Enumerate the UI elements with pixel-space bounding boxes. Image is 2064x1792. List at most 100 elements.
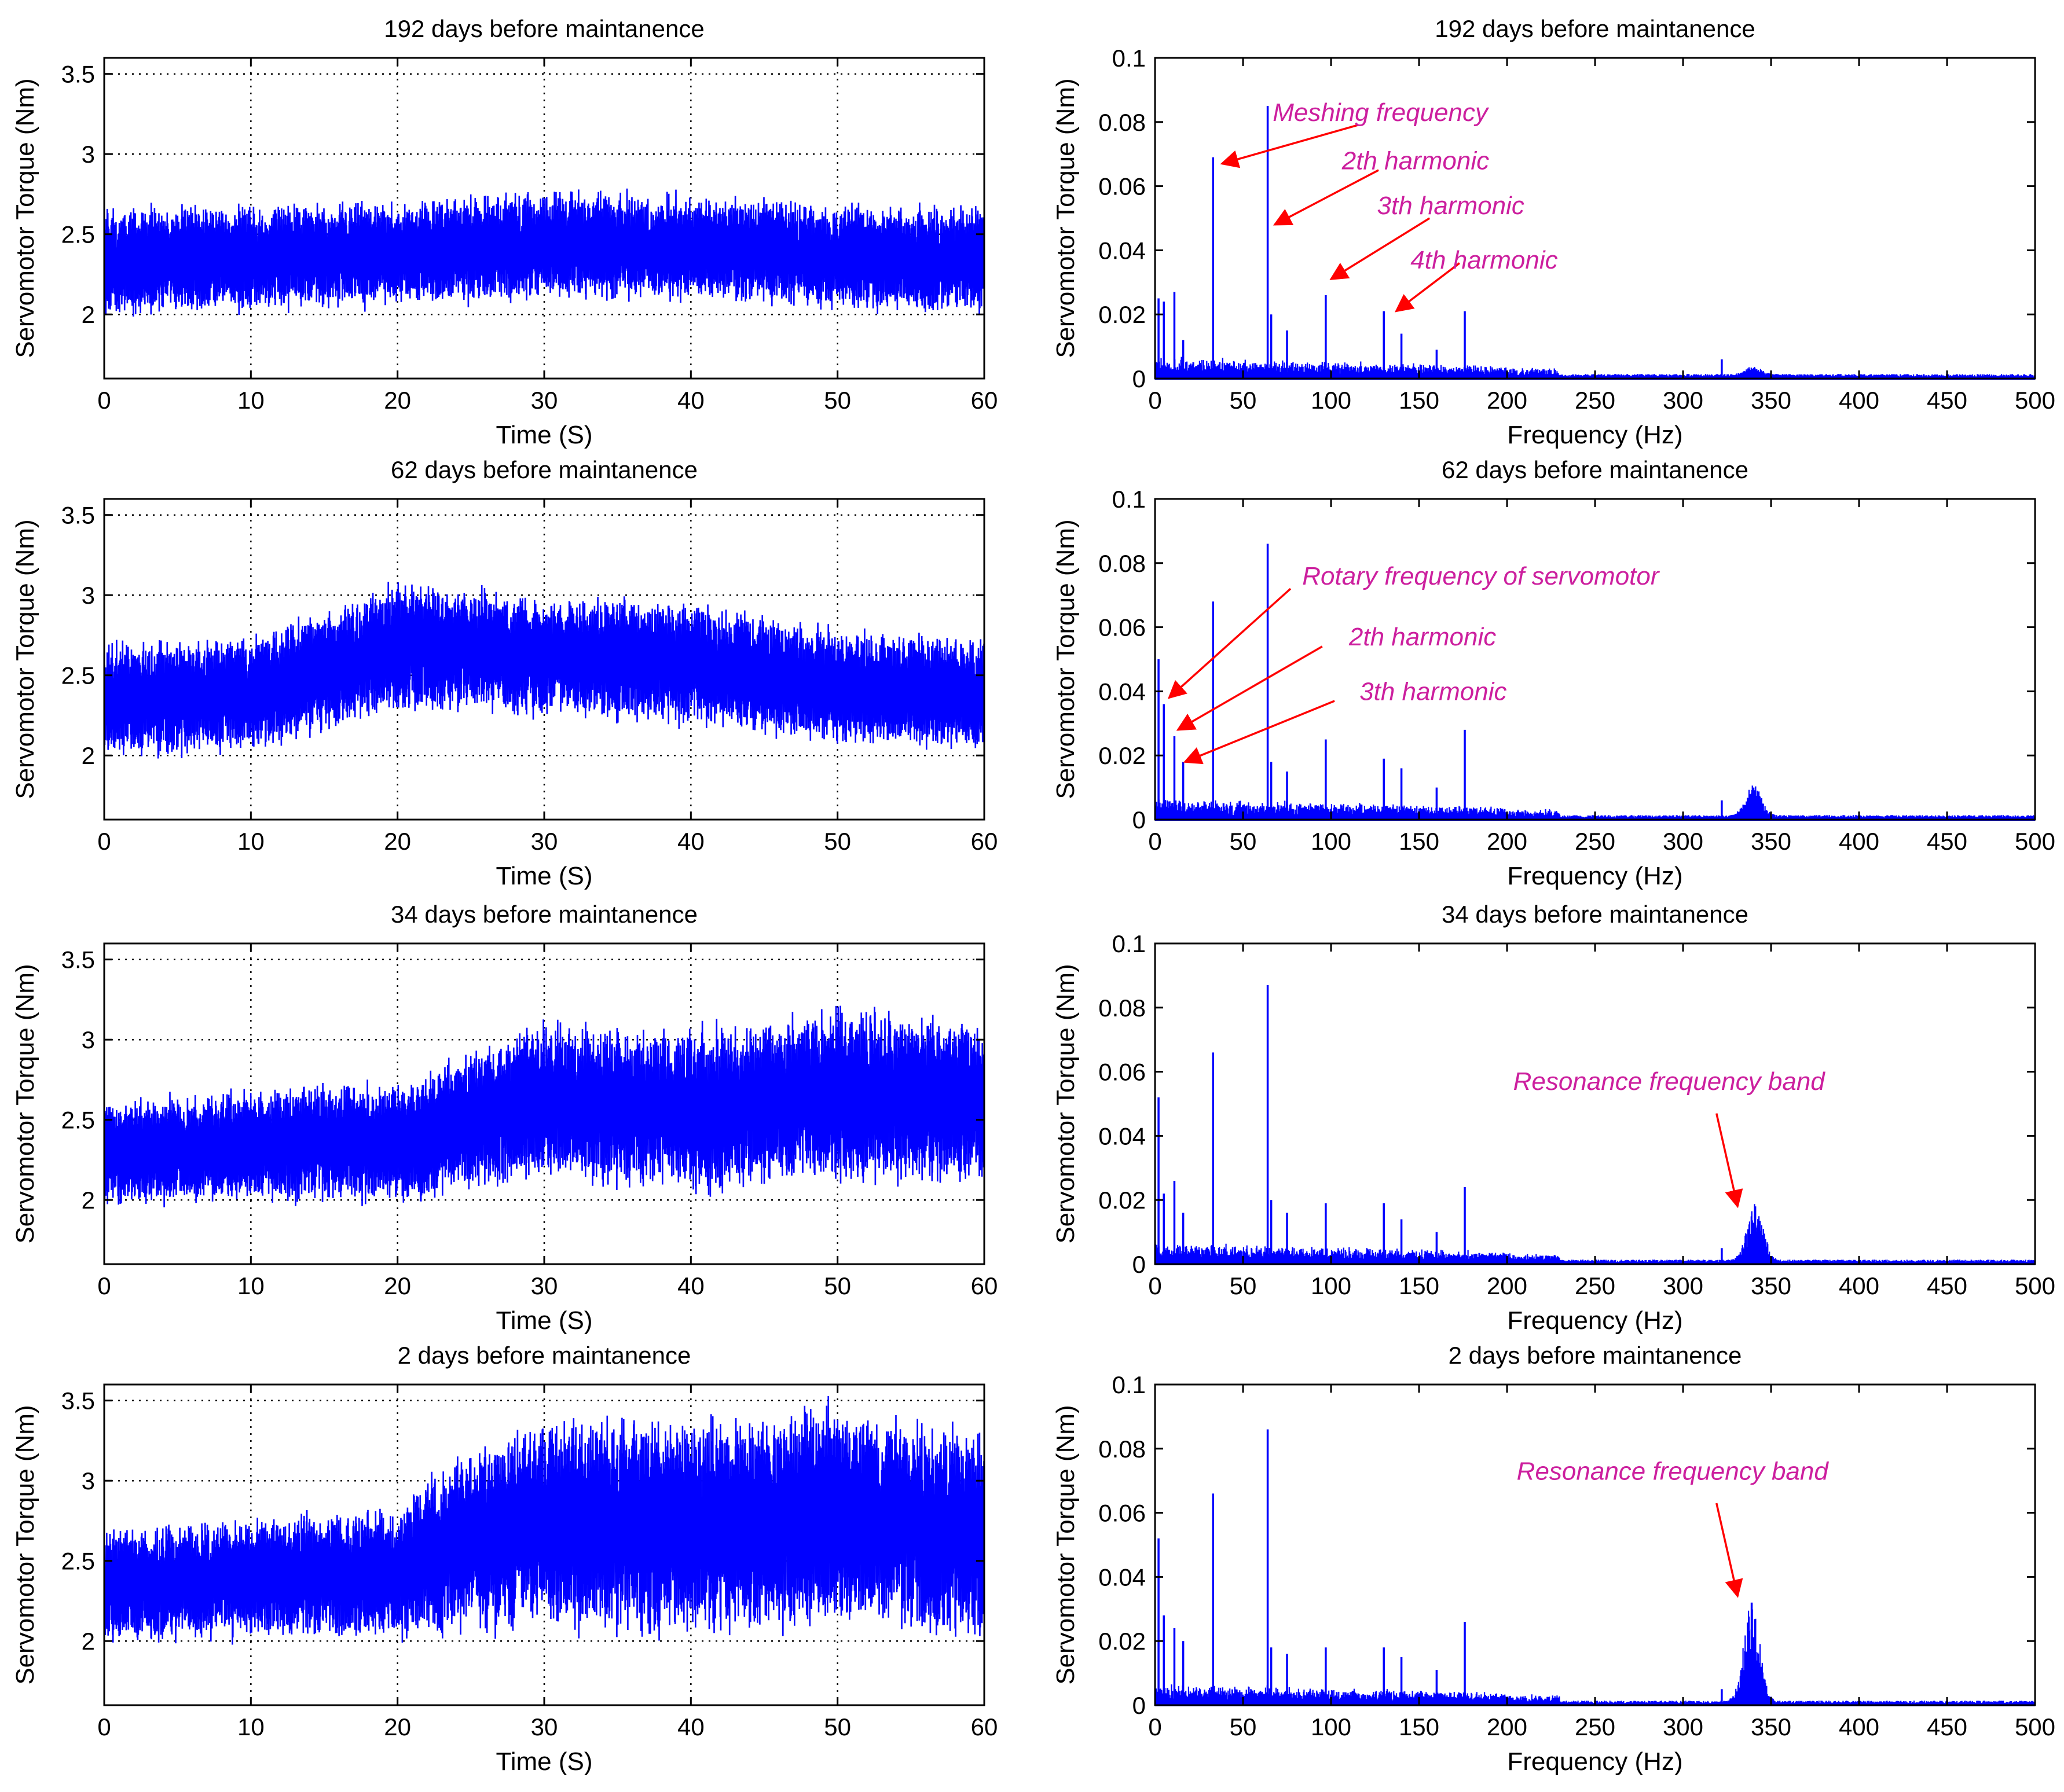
x-tick-label: 300 bbox=[1663, 1272, 1703, 1299]
subplot-8: 2 days before maintanence 0 50 100 150 200 250… bbox=[1051, 1342, 2055, 1776]
annotation-arrow bbox=[1715, 1113, 1743, 1209]
subplot-5: 34 days before maintanence 0 10 20 30 40 50 60 2… bbox=[11, 901, 998, 1335]
y-axis-label: Servomotor Torque (Nm) bbox=[1051, 964, 1080, 1243]
x-tick-label: 30 bbox=[531, 828, 558, 855]
y-axis-label: Servomotor Torque (Nm) bbox=[1051, 78, 1080, 358]
annotation-label: 4th harmonic bbox=[1410, 246, 1557, 274]
annotation-arrow bbox=[1715, 1503, 1743, 1598]
annotation-arrow bbox=[1394, 262, 1460, 313]
annotation-label: 3th harmonic bbox=[1359, 677, 1506, 706]
subplot-title: 2 days before maintanence bbox=[398, 1342, 691, 1369]
y-tick-label: 0.08 bbox=[1098, 994, 1146, 1022]
annotation-arrow bbox=[1167, 587, 1292, 699]
annotation-arrow bbox=[1273, 169, 1379, 226]
x-tick-label: 40 bbox=[677, 1272, 705, 1299]
x-tick-label: 450 bbox=[1927, 1272, 1967, 1299]
annotation-arrow bbox=[1329, 217, 1431, 280]
x-tick-label: 500 bbox=[2015, 387, 2055, 414]
y-tick-label: 0 bbox=[1132, 365, 1146, 392]
x-tick-label: 10 bbox=[237, 387, 265, 414]
y-tick-label: 2 bbox=[82, 1628, 95, 1655]
x-tick-label: 20 bbox=[384, 1713, 411, 1740]
annotation-label: Meshing frequency bbox=[1273, 98, 1490, 127]
x-axis-label: Time (S) bbox=[496, 862, 592, 890]
y-tick-label: 0.1 bbox=[1112, 930, 1146, 957]
y-tick-label: 0.06 bbox=[1098, 1059, 1146, 1086]
x-axis-label: Frequency (Hz) bbox=[1507, 1747, 1682, 1776]
x-tick-label: 20 bbox=[384, 828, 411, 855]
x-tick-label: 20 bbox=[384, 387, 411, 414]
x-axis-label: Frequency (Hz) bbox=[1507, 421, 1682, 449]
x-tick-label: 60 bbox=[971, 828, 998, 855]
x-tick-label: 500 bbox=[2015, 1272, 2055, 1299]
x-tick-label: 200 bbox=[1487, 387, 1527, 414]
x-tick-label: 250 bbox=[1575, 1713, 1615, 1740]
y-tick-label: 0.02 bbox=[1098, 742, 1146, 769]
y-tick-label: 2 bbox=[82, 742, 95, 769]
annotation-label: Resonance frequency band bbox=[1513, 1067, 1826, 1096]
y-tick-label: 2.5 bbox=[61, 1548, 95, 1575]
x-tick-label: 50 bbox=[824, 387, 851, 414]
x-tick-label: 0 bbox=[97, 1713, 111, 1740]
x-axis-label: Frequency (Hz) bbox=[1507, 1306, 1682, 1335]
x-axis-label: Time (S) bbox=[496, 1306, 592, 1335]
y-tick-label: 0.02 bbox=[1098, 1187, 1146, 1214]
y-tick-label: 0.04 bbox=[1098, 1563, 1146, 1591]
y-axis-label: Servomotor Torque (Nm) bbox=[11, 519, 39, 799]
x-tick-label: 50 bbox=[1230, 828, 1257, 855]
x-axis-label: Frequency (Hz) bbox=[1507, 862, 1682, 890]
x-tick-label: 450 bbox=[1927, 387, 1967, 414]
x-axis-label: Time (S) bbox=[496, 1747, 592, 1776]
annotation-arrow bbox=[1183, 700, 1335, 765]
y-axis-label: Servomotor Torque (Nm) bbox=[11, 1405, 39, 1684]
x-tick-label: 150 bbox=[1399, 387, 1439, 414]
y-tick-label: 3 bbox=[82, 1026, 95, 1053]
x-tick-label: 10 bbox=[237, 1713, 265, 1740]
x-tick-label: 100 bbox=[1311, 387, 1351, 414]
x-tick-label: 60 bbox=[971, 1272, 998, 1299]
x-tick-label: 150 bbox=[1399, 828, 1439, 855]
x-tick-label: 350 bbox=[1751, 1713, 1791, 1740]
y-tick-label: 0 bbox=[1132, 1692, 1146, 1719]
subplot-1: 192 days before maintanence 0 10 20 30 40 50 60… bbox=[11, 15, 998, 449]
subplot-title: 192 days before maintanence bbox=[384, 15, 704, 42]
y-tick-label: 2.5 bbox=[61, 221, 95, 248]
x-tick-label: 400 bbox=[1839, 828, 1879, 855]
x-tick-label: 500 bbox=[2015, 828, 2055, 855]
annotation-label: 2th harmonic bbox=[1348, 623, 1496, 651]
y-tick-label: 0 bbox=[1132, 806, 1146, 833]
x-tick-label: 250 bbox=[1575, 1272, 1615, 1299]
x-tick-label: 200 bbox=[1487, 1713, 1527, 1740]
y-tick-label: 0.04 bbox=[1098, 237, 1146, 264]
annotation-label: 3th harmonic bbox=[1377, 192, 1524, 220]
y-axis-label: Servomotor Torque (Nm) bbox=[11, 964, 39, 1243]
subplot-3: 62 days before maintanence 0 10 20 30 40 50 60 2… bbox=[11, 456, 998, 890]
y-tick-label: 0.04 bbox=[1098, 1122, 1146, 1150]
x-tick-label: 50 bbox=[824, 1272, 851, 1299]
y-tick-label: 0.08 bbox=[1098, 550, 1146, 577]
subplot-title: 34 days before maintanence bbox=[391, 901, 698, 928]
x-tick-label: 350 bbox=[1751, 387, 1791, 414]
x-tick-label: 250 bbox=[1575, 828, 1615, 855]
x-tick-label: 250 bbox=[1575, 387, 1615, 414]
annotation-arrow bbox=[1220, 124, 1358, 168]
x-tick-label: 0 bbox=[1148, 1272, 1161, 1299]
x-tick-label: 50 bbox=[824, 1713, 851, 1740]
y-tick-label: 3.5 bbox=[61, 1387, 95, 1415]
subplot-title: 34 days before maintanence bbox=[1442, 901, 1748, 928]
y-tick-label: 0.1 bbox=[1112, 1371, 1146, 1398]
x-tick-label: 200 bbox=[1487, 828, 1527, 855]
x-tick-label: 400 bbox=[1839, 387, 1879, 414]
x-tick-label: 0 bbox=[97, 828, 111, 855]
x-tick-label: 350 bbox=[1751, 828, 1791, 855]
series-line bbox=[103, 1396, 985, 1645]
x-tick-label: 40 bbox=[677, 828, 705, 855]
series-line bbox=[103, 1005, 985, 1207]
x-tick-label: 50 bbox=[1230, 387, 1257, 414]
y-tick-label: 0.02 bbox=[1098, 301, 1146, 328]
subplot-title: 192 days before maintanence bbox=[1435, 15, 1755, 42]
x-tick-label: 0 bbox=[97, 1272, 111, 1299]
subplot-7: 2 days before maintanence 0 10 20 30 40 50 60 2 2… bbox=[11, 1342, 998, 1776]
y-tick-label: 0.02 bbox=[1098, 1628, 1146, 1655]
